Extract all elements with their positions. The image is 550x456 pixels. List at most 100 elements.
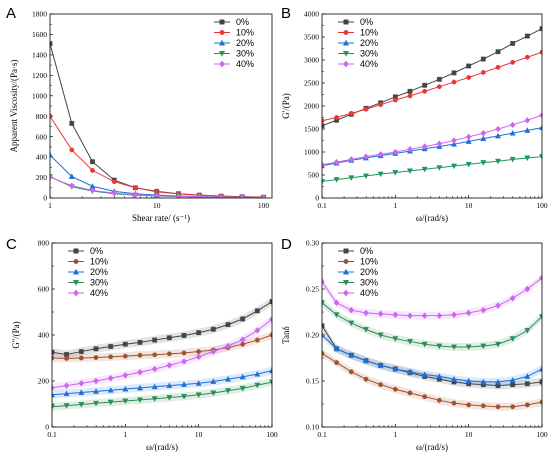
data-point <box>210 390 217 397</box>
data-point <box>348 352 355 358</box>
data-point <box>225 388 231 394</box>
data-point <box>539 124 542 131</box>
data-point <box>422 82 428 88</box>
legend-marker <box>218 39 226 46</box>
data-point <box>269 379 272 386</box>
panel-letter: D <box>281 236 292 253</box>
data-point <box>137 368 143 376</box>
data-point <box>436 84 442 90</box>
data-point <box>137 339 143 345</box>
series-line <box>52 370 272 396</box>
data-point <box>63 390 70 397</box>
data-point <box>50 113 53 119</box>
data-point <box>495 378 501 385</box>
data-point <box>539 154 542 160</box>
legend-label: 0% <box>90 246 103 256</box>
data-point <box>195 353 202 361</box>
data-point <box>539 399 542 405</box>
series-line <box>52 301 272 356</box>
data-point <box>166 335 172 341</box>
x-tick-label: 100 <box>536 201 548 210</box>
plot-frame <box>321 13 543 199</box>
data-point <box>436 140 443 147</box>
data-point <box>465 309 472 317</box>
y-axis-label: Apparent Viscosity/(Pa·s) <box>9 59 19 152</box>
x-axis-label: Shear rate/ (s⁻¹) <box>132 213 190 223</box>
legend-marker <box>72 268 80 275</box>
legend-label: 10% <box>360 257 378 267</box>
y-tick-label: 2500 <box>304 79 319 88</box>
data-point <box>254 337 260 343</box>
data-point <box>239 373 246 380</box>
data-point <box>480 70 486 75</box>
data-point <box>64 352 69 357</box>
legend-label: 40% <box>236 59 254 69</box>
data-point <box>465 344 472 351</box>
data-point <box>254 327 261 334</box>
data-point <box>407 88 413 94</box>
data-point <box>524 373 531 379</box>
data-point <box>322 323 325 329</box>
data-point <box>151 383 158 390</box>
data-point <box>509 156 516 163</box>
x-tick-label: 100 <box>258 201 270 210</box>
data-point <box>181 333 187 338</box>
panel-B: B 0 500 1000 1500 2000 2500 3000 3500 4000 0.1 1 10 1… <box>281 5 548 223</box>
y-tick-label: 1500 <box>304 125 319 134</box>
y-axis-label: G'/(Pa) <box>281 93 291 119</box>
data-point <box>524 155 531 162</box>
series-line <box>50 115 264 198</box>
legend-marker <box>342 60 350 68</box>
data-point <box>166 395 173 401</box>
data-point <box>196 349 202 354</box>
y-tick-label: 2000 <box>304 102 319 111</box>
data-point <box>210 326 216 332</box>
data-point <box>539 365 542 372</box>
data-point <box>333 299 340 307</box>
x-tick-label: 1 <box>393 201 397 210</box>
data-point <box>436 312 443 319</box>
data-point <box>392 311 399 319</box>
data-point <box>363 309 369 317</box>
x-axis-label: ω/(rad/s) <box>416 213 448 223</box>
data-point <box>348 110 354 116</box>
data-point <box>539 111 542 119</box>
data-point <box>254 382 261 389</box>
data-point <box>151 396 158 402</box>
data-point <box>322 278 325 285</box>
data-point <box>181 381 187 387</box>
data-point <box>64 356 69 361</box>
legend-marker <box>343 248 349 254</box>
data-point <box>392 386 398 392</box>
data-point <box>451 375 457 382</box>
legend-marker <box>218 60 226 68</box>
legend-label: 0% <box>236 17 249 27</box>
data-point <box>524 54 530 60</box>
data-point <box>510 404 516 410</box>
data-point <box>436 76 442 82</box>
y-tick-label: 1200 <box>32 71 47 80</box>
data-point <box>480 378 487 385</box>
data-point <box>89 187 96 194</box>
legend-label: 20% <box>90 267 108 277</box>
y-tick-label: 1400 <box>32 50 47 59</box>
legend-marker <box>343 19 349 25</box>
x-tick-label: 0.1 <box>317 201 327 210</box>
x-tick-label: 0.1 <box>47 430 57 439</box>
data-point <box>509 121 516 129</box>
data-point <box>111 179 117 185</box>
data-point <box>166 382 173 388</box>
y-tick-label: 800 <box>38 239 50 248</box>
legend-marker <box>73 259 79 264</box>
data-point <box>363 106 369 112</box>
data-point <box>480 160 487 166</box>
y-tick-label: 3000 <box>304 56 319 65</box>
data-point <box>93 388 99 394</box>
y-tick-label: 3500 <box>304 33 319 42</box>
data-point <box>322 331 325 338</box>
data-point <box>93 346 99 352</box>
data-point <box>333 158 340 166</box>
data-point <box>377 151 384 158</box>
legend-marker <box>342 51 350 57</box>
data-point <box>269 316 272 323</box>
